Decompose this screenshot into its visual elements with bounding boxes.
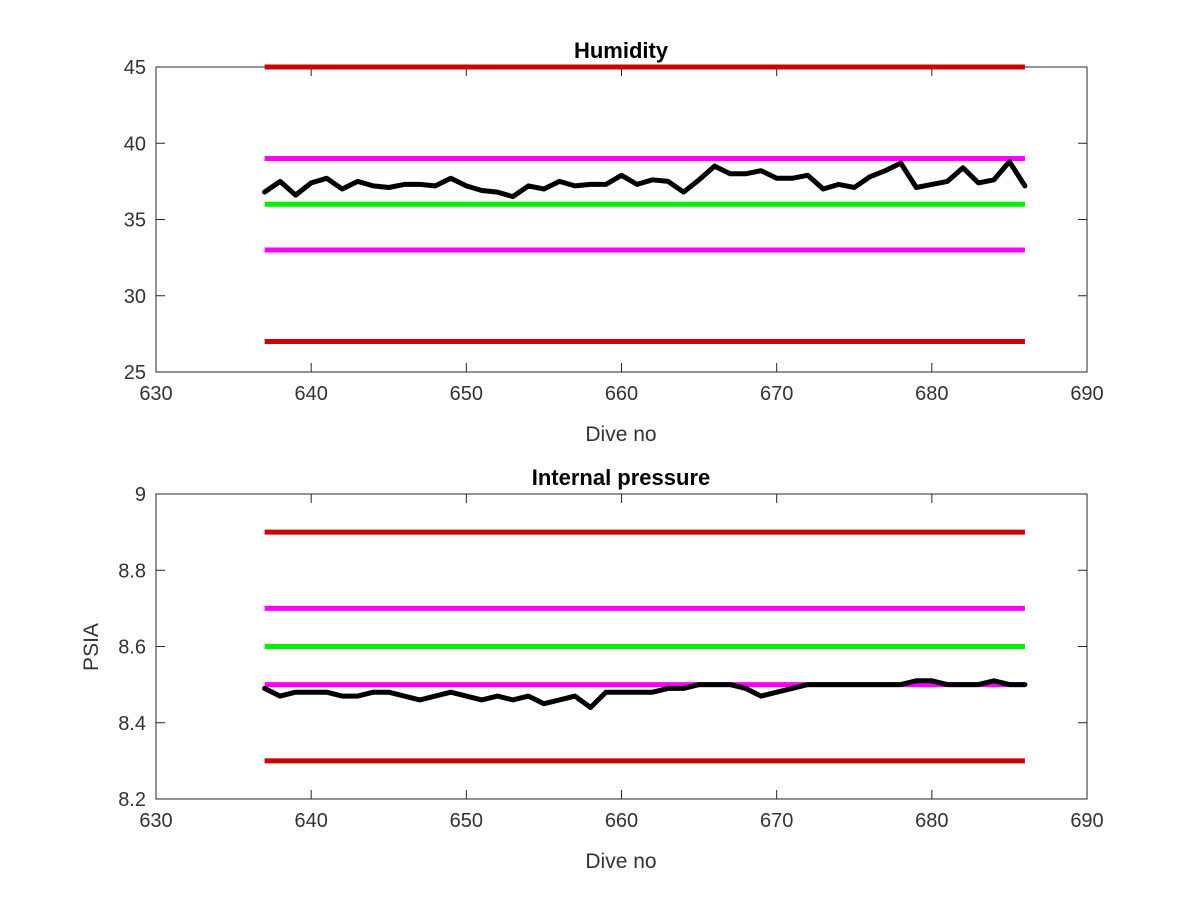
humidity-y-tick-label: 40 <box>124 133 146 155</box>
humidity-x-tick-label: 650 <box>450 383 483 405</box>
pressure-y-tick-label: 8.4 <box>118 713 146 735</box>
pressure-x-tick-label: 630 <box>139 810 172 832</box>
pressure-x-tick-label: 660 <box>605 810 638 832</box>
humidity-data-series-line <box>262 159 1028 200</box>
humidity-x-axis-label: Dive no <box>585 423 656 446</box>
humidity-x-tick-label: 680 <box>915 383 948 405</box>
pressure-x-tick-label: 640 <box>294 810 327 832</box>
pressure-data-series-line <box>262 678 1028 710</box>
pressure-y-tick-label: 8.2 <box>118 789 146 811</box>
pressure-y-tick-label: 9 <box>135 484 146 506</box>
humidity-x-tick-label: 670 <box>760 383 793 405</box>
humidity-y-tick-label: 30 <box>124 286 146 308</box>
humidity-x-tick-label: 690 <box>1070 383 1103 405</box>
pressure-x-tick-label: 650 <box>450 810 483 832</box>
pressure-x-axis-label: Dive no <box>585 850 656 873</box>
humidity-chart-title: Humidity <box>574 38 669 63</box>
humidity-y-tick-label: 25 <box>124 362 146 384</box>
pressure-x-tick-label: 680 <box>915 810 948 832</box>
pressure-x-tick-label: 690 <box>1070 810 1103 832</box>
humidity-plot-area <box>155 66 1088 373</box>
pressure-y-axis-label: PSIA <box>80 623 103 671</box>
pressure-x-tick-label: 670 <box>760 810 793 832</box>
pressure-chart-title: Internal pressure <box>532 465 711 490</box>
pressure-y-tick-label: 8.6 <box>118 637 146 659</box>
internal-pressure-subplot: 630 640 650 660 670 680 690 8.2 8.4 8.6 8.8 9 Inter… <box>80 465 1104 873</box>
humidity-x-tick-label: 660 <box>605 383 638 405</box>
humidity-y-tick-label: 45 <box>124 57 146 79</box>
pressure-y-tick-label: 8.8 <box>118 560 146 582</box>
humidity-x-tick-label: 630 <box>139 383 172 405</box>
humidity-y-tick-label: 35 <box>124 210 146 232</box>
humidity-subplot: 630 640 650 660 670 680 690 25 30 35 40 45 Humidity… <box>124 38 1104 446</box>
humidity-x-tick-label: 640 <box>294 383 327 405</box>
